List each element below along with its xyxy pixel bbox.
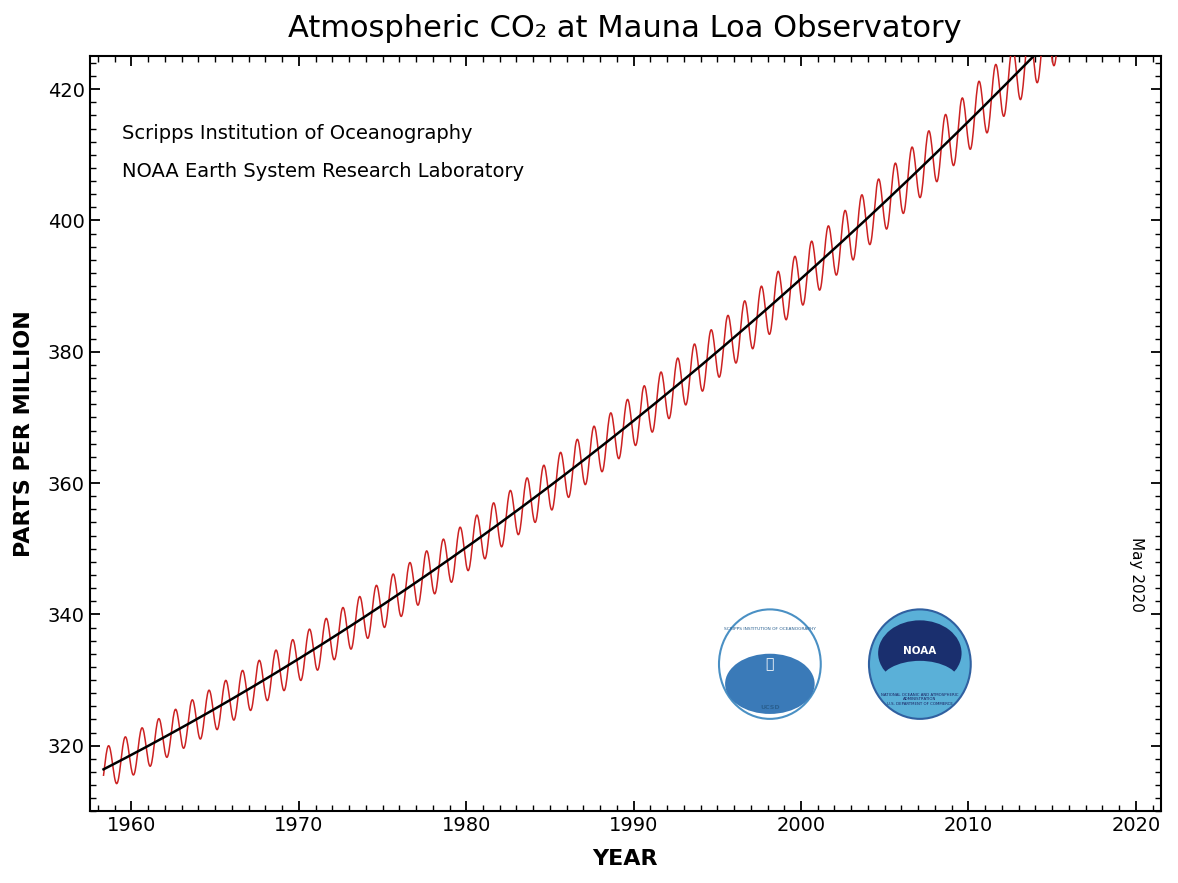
Text: ⛵: ⛵ — [766, 657, 774, 671]
Title: Atmospheric CO₂ at Mauna Loa Observatory: Atmospheric CO₂ at Mauna Loa Observatory — [289, 14, 962, 43]
Text: NATIONAL OCEANIC AND ATMOSPHERIC
ADMINISTRATION
U.S. DEPARTMENT OF COMMERCE: NATIONAL OCEANIC AND ATMOSPHERIC ADMINIS… — [881, 692, 959, 706]
Ellipse shape — [869, 609, 971, 719]
Text: May 2020: May 2020 — [1130, 537, 1144, 611]
Text: Scripps Institution of Oceanography: Scripps Institution of Oceanography — [121, 125, 472, 143]
Y-axis label: PARTS PER MILLION: PARTS PER MILLION — [14, 311, 34, 557]
Ellipse shape — [878, 621, 961, 686]
Text: UCSD: UCSD — [760, 706, 780, 711]
Text: NOAA Earth System Research Laboratory: NOAA Earth System Research Laboratory — [121, 162, 524, 181]
X-axis label: YEAR: YEAR — [593, 849, 659, 869]
Ellipse shape — [726, 653, 815, 714]
Ellipse shape — [879, 660, 960, 706]
Ellipse shape — [719, 609, 821, 719]
Text: SCRIPPS INSTITUTION OF OCEANOGRAPHY: SCRIPPS INSTITUTION OF OCEANOGRAPHY — [724, 627, 816, 631]
Text: NOAA: NOAA — [904, 646, 937, 656]
